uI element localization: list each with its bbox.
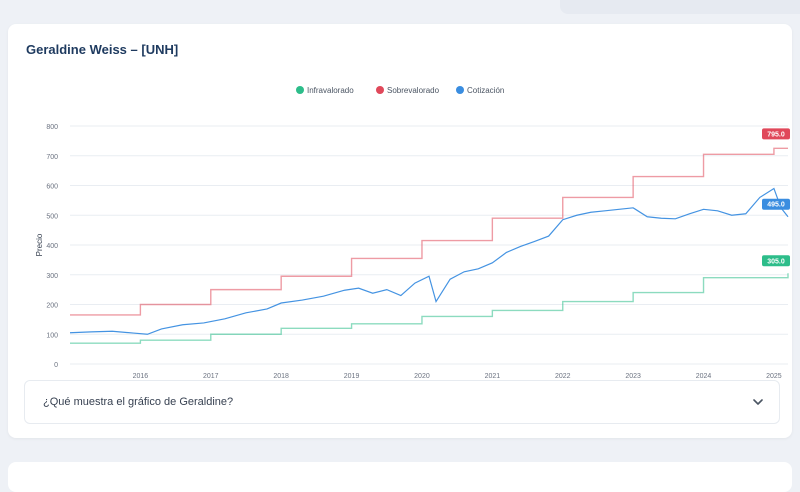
faq-accordion-item[interactable]: ¿Qué muestra el gráfico de Geraldine? (24, 380, 780, 424)
x-tick-label: 2025 (766, 373, 782, 380)
y-tick-label: 700 (46, 154, 58, 161)
card-title: Geraldine Weiss – [UNH] (26, 42, 179, 57)
y-axis-label: Precio (35, 233, 44, 256)
y-tick-label: 600 (46, 184, 58, 191)
series-line-infravalorado (70, 273, 789, 344)
y-tick-label: 300 (46, 273, 58, 280)
chart-container: Infravalorado Sobrevalorado Cotización 0 100… (8, 74, 792, 394)
end-value-badge (762, 128, 790, 140)
series-line-sobrevalorado (70, 147, 788, 316)
next-card (8, 462, 792, 492)
chevron-down-icon (753, 399, 763, 405)
x-tick-label: 2019 (344, 373, 360, 380)
x-tick-label: 2023 (625, 373, 641, 380)
legend-swatch (456, 86, 464, 94)
end-value-label: 305.0 (767, 258, 785, 265)
legend-item[interactable]: Sobrevalorado (376, 86, 440, 95)
x-tick-label: 2020 (414, 373, 430, 380)
faq-question: ¿Qué muestra el gráfico de Geraldine? (43, 396, 234, 408)
legend-swatch (296, 86, 304, 94)
legend-item[interactable]: Infravalorado (296, 86, 354, 95)
x-tick-label: 2018 (273, 373, 289, 380)
y-tick-label: 0 (54, 362, 58, 369)
x-tick-label: 2017 (203, 373, 219, 380)
end-value-label: 495.0 (767, 202, 785, 209)
end-value-badge (762, 255, 790, 267)
y-tick-label: 400 (46, 243, 58, 250)
x-tick-label: 2024 (696, 373, 712, 380)
top-bar-fragment (560, 0, 800, 14)
end-value-badge (762, 198, 790, 210)
x-tick-label: 2016 (133, 373, 149, 380)
geraldine-weiss-card: Geraldine Weiss – [UNH] Infravalorado Sob… (8, 24, 792, 438)
x-tick-label: 2021 (485, 373, 501, 380)
series-line-cotización (69, 187, 789, 335)
end-value-label: 795.0 (767, 131, 785, 138)
legend-label: Cotización (467, 86, 504, 95)
y-tick-label: 100 (46, 332, 58, 339)
legend-label: Infravalorado (307, 86, 354, 95)
y-tick-label: 500 (46, 213, 58, 220)
x-tick-label: 2022 (555, 373, 571, 380)
legend-swatch (376, 86, 384, 94)
y-tick-label: 200 (46, 303, 58, 310)
legend-item[interactable]: Cotización (456, 86, 504, 95)
y-tick-label: 800 (46, 124, 58, 131)
geraldine-weiss-chart: Infravalorado Sobrevalorado Cotización 0 100… (35, 86, 790, 380)
legend-label: Sobrevalorado (387, 86, 440, 95)
